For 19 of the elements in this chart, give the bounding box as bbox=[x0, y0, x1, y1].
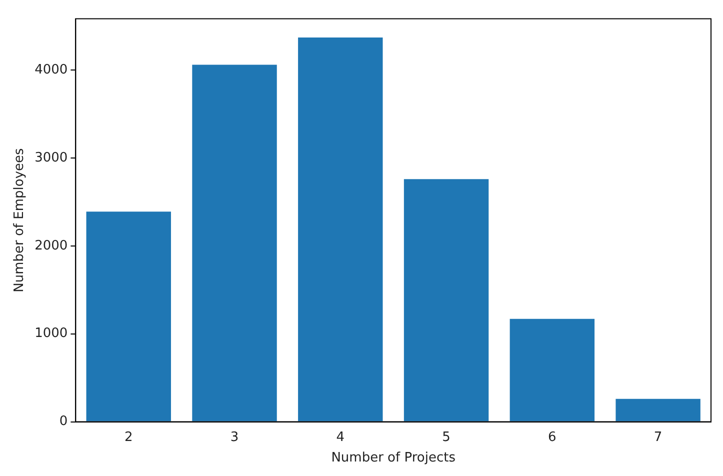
x-tick-label: 3 bbox=[230, 430, 239, 445]
y-tick-label: 2000 bbox=[34, 238, 68, 254]
bar bbox=[616, 398, 700, 422]
y-tick-label: 1000 bbox=[34, 326, 68, 342]
y-axis-title: Number of Employees bbox=[12, 148, 28, 292]
y-tick-label: 4000 bbox=[34, 62, 68, 78]
x-tick-label: 2 bbox=[124, 430, 133, 445]
x-axis-title: Number of Projects bbox=[331, 450, 456, 466]
y-tick-label: 3000 bbox=[34, 150, 68, 166]
x-tick-label: 4 bbox=[336, 430, 345, 445]
bar bbox=[510, 318, 595, 422]
y-tick-label: 0 bbox=[59, 414, 68, 430]
bar bbox=[86, 212, 171, 422]
x-tick-label: 7 bbox=[654, 430, 662, 445]
bar bbox=[192, 64, 277, 422]
x-tick-label: 5 bbox=[442, 430, 450, 445]
x-tick-label: 6 bbox=[548, 430, 556, 445]
bar bbox=[404, 179, 489, 422]
bar bbox=[298, 38, 383, 422]
